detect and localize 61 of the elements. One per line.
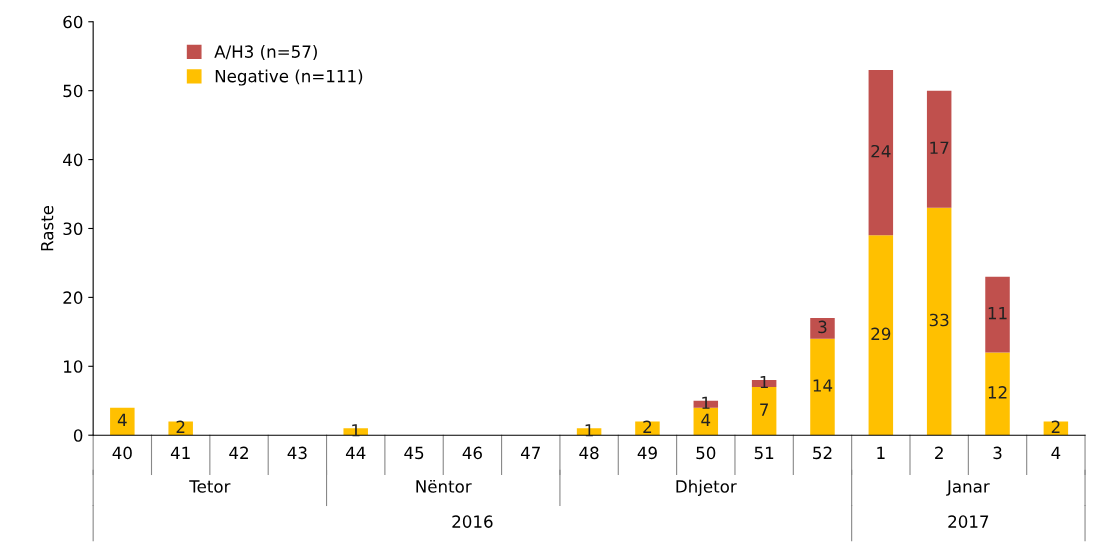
- y-tick-label: 40: [63, 153, 83, 167]
- data-label: 24: [871, 144, 891, 158]
- data-label: 2: [643, 420, 652, 433]
- data-label: 33: [929, 313, 949, 327]
- data-label: 4: [701, 413, 711, 427]
- data-label: 7: [760, 403, 769, 416]
- bar: [810, 338, 835, 436]
- text: Nëntor: [416, 479, 472, 493]
- x-tick-label: 2: [935, 446, 943, 459]
- x-tick-label: 4: [1051, 446, 1061, 459]
- text: Dhjetor: [676, 479, 737, 496]
- data-label: 2: [1051, 420, 1060, 433]
- x-tick-label: 46: [462, 446, 482, 460]
- y-tick-label: 60: [63, 15, 83, 29]
- x-tick-label: 43: [287, 446, 307, 460]
- bar: [110, 407, 135, 436]
- bar: [926, 90, 952, 208]
- bar: [751, 386, 777, 436]
- y-tick-label: 10: [64, 360, 83, 373]
- data-label: 11: [988, 307, 1007, 320]
- data-label: 14: [813, 379, 833, 392]
- legend-label: A/H3 (n=57): [214, 45, 317, 60]
- x-tick-label: 45: [404, 446, 424, 460]
- x-tick-label: 51: [754, 446, 774, 460]
- bar: [635, 421, 660, 436]
- bar: [810, 318, 835, 339]
- x-tick-label: 41: [170, 446, 190, 459]
- x-tick-label: 48: [579, 446, 599, 460]
- legend-label: Negative (n=111): [215, 69, 363, 86]
- data-label: 29: [871, 327, 891, 341]
- bar: [926, 207, 952, 436]
- data-label: 17: [930, 141, 949, 154]
- text: Janar: [946, 480, 990, 496]
- text: 2016: [452, 515, 493, 528]
- y-tick-label: 20: [63, 291, 83, 304]
- x-tick-label: 40: [112, 446, 132, 460]
- x-tick-label: 3: [993, 446, 1002, 460]
- data-label: 2: [176, 420, 185, 433]
- bar: [985, 276, 1010, 353]
- data-label: 3: [818, 320, 827, 334]
- x-tick-label: 49: [637, 446, 657, 460]
- x-tick-label: 1: [877, 446, 885, 459]
- data-label: 12: [988, 386, 1007, 399]
- data-label: 4: [117, 413, 127, 427]
- bar: [985, 352, 1010, 436]
- x-tick-label: 42: [229, 446, 248, 459]
- y-tick-label: 50: [63, 84, 83, 98]
- y-tick-label: 30: [63, 222, 83, 236]
- y-tick-label: 0: [73, 429, 83, 442]
- x-tick-label: 47: [520, 446, 540, 459]
- x-tick-label: 44: [345, 446, 366, 459]
- y-axis-title: Raste: [41, 205, 54, 251]
- bar: [1043, 421, 1069, 436]
- bar: [868, 235, 894, 436]
- bar: [168, 421, 193, 436]
- bar: [693, 407, 719, 436]
- bar: [868, 69, 894, 236]
- text: Tetor: [189, 480, 231, 493]
- x-tick-label: 52: [813, 446, 832, 460]
- x-tick-label: 50: [696, 446, 716, 460]
- text: 2017: [948, 515, 989, 528]
